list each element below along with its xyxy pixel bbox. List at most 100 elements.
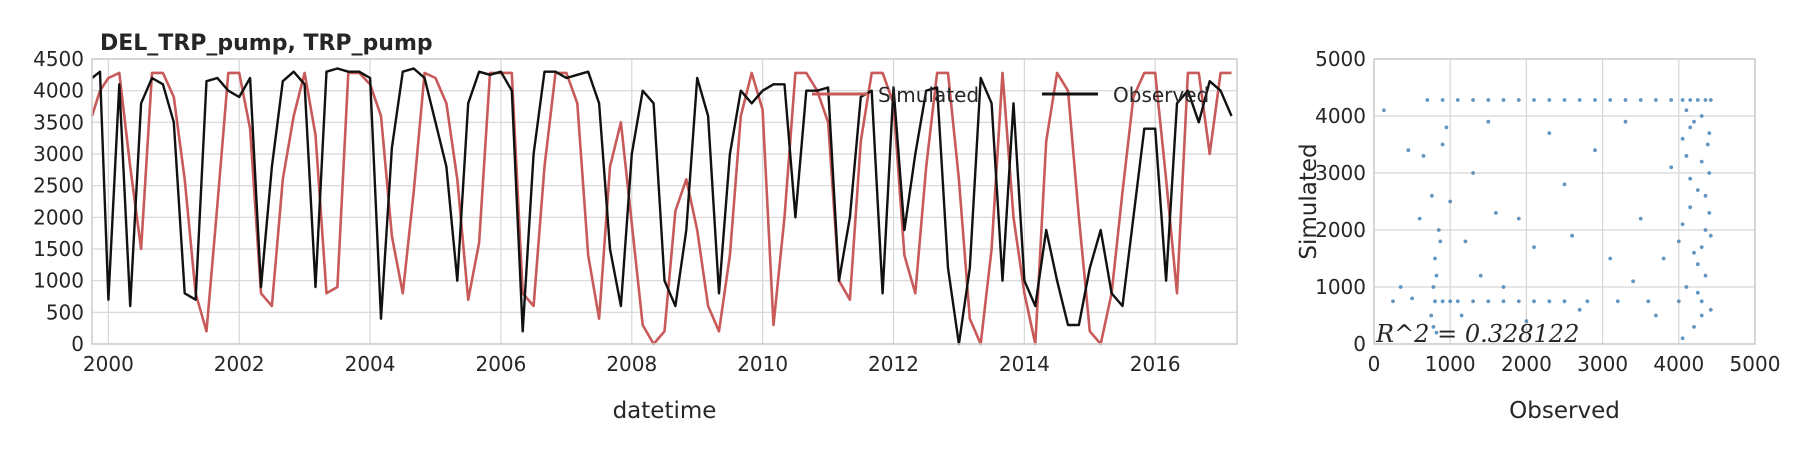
- scatter-point: [1676, 239, 1681, 244]
- scatter-point: [1486, 119, 1491, 124]
- scatter-point: [1434, 330, 1439, 335]
- scatter-point: [1688, 125, 1693, 130]
- scatter-points: [1382, 98, 1713, 341]
- scatter-point: [1593, 148, 1597, 153]
- scatter-point: [1455, 299, 1460, 304]
- scatter-point: [1703, 98, 1708, 102]
- scatter-point: [1406, 148, 1411, 153]
- timeseries-y-tick-label: 500: [46, 300, 84, 324]
- timeseries-y-tick-label: 4000: [33, 79, 84, 103]
- series-line-observed: [91, 67, 1233, 346]
- scatter-point: [1608, 256, 1613, 261]
- scatter-point: [1448, 199, 1453, 204]
- scatter-point: [1680, 136, 1685, 141]
- scatter-point: [1429, 313, 1434, 318]
- scatter-point: [1562, 98, 1567, 102]
- scatter-y-tick-label: 3000: [1315, 161, 1366, 185]
- timeseries-x-tick-label: 2004: [345, 352, 396, 376]
- scatter-point: [1708, 307, 1713, 312]
- timeseries-x-tick-label: 2000: [83, 352, 134, 376]
- timeseries-x-tick-label: 2006: [475, 352, 526, 376]
- scatter-point: [1391, 299, 1395, 304]
- timeseries-y-tick-label: 2500: [33, 174, 84, 198]
- scatter-y-tick-label: 4000: [1315, 104, 1366, 128]
- scatter-y-tick-label: 1000: [1315, 275, 1366, 299]
- scatter-y-tick-labels: 0 1000 2000 3000 4000 5000: [1315, 47, 1366, 356]
- scatter-point: [1448, 299, 1453, 304]
- scatter-point: [1425, 98, 1430, 102]
- scatter-point: [1680, 222, 1685, 227]
- scatter-point: [1676, 299, 1681, 304]
- scatter-point: [1398, 285, 1403, 289]
- scatter-frame: [1373, 58, 1756, 345]
- legend-simulated-label: Simulated: [878, 83, 979, 107]
- scatter-point: [1708, 233, 1713, 238]
- timeseries-x-axis-label: datetime: [613, 398, 717, 424]
- scatter-point: [1431, 285, 1436, 289]
- timeseries-y-tick-label: 2000: [33, 205, 84, 229]
- timeseries-y-tick-label: 3500: [33, 110, 84, 134]
- scatter-point: [1434, 273, 1439, 278]
- scatter-point: [1680, 98, 1685, 102]
- scatter-r2-annotation: R^2 = 0.328122: [1375, 320, 1579, 348]
- scatter-point: [1699, 114, 1704, 118]
- scatter-point: [1608, 98, 1613, 102]
- scatter-point: [1433, 299, 1437, 304]
- scatter-point: [1471, 98, 1475, 102]
- scatter-point: [1440, 98, 1445, 102]
- legend-observed-label: Observed: [1113, 83, 1209, 107]
- scatter-point: [1695, 98, 1700, 102]
- scatter-point: [1444, 125, 1449, 130]
- scatter-point: [1494, 211, 1498, 215]
- scatter-point: [1638, 216, 1643, 221]
- scatter-point: [1501, 285, 1506, 289]
- scatter-point: [1705, 142, 1710, 147]
- scatter-point: [1684, 108, 1689, 113]
- scatter-point: [1501, 98, 1506, 102]
- timeseries-x-tick-label: 2008: [606, 352, 657, 376]
- scatter-point: [1516, 299, 1521, 304]
- timeseries-lines: [90, 67, 1233, 346]
- scatter-point: [1440, 142, 1445, 147]
- scatter-point: [1532, 98, 1536, 102]
- scatter-point: [1562, 182, 1567, 187]
- scatter-point: [1707, 171, 1712, 175]
- scatter-point: [1436, 228, 1441, 232]
- scatter-x-tick-label: 0: [1368, 352, 1381, 376]
- scatter-point: [1703, 193, 1708, 198]
- timeseries-legend: Simulated Observed: [812, 83, 1209, 107]
- timeseries-x-tick-labels: 2000 2002 2004 2006 2008 2010 2012 2014 2016: [83, 352, 1181, 376]
- timeseries-title: DEL_TRP_pump, TRP_pump: [100, 31, 433, 56]
- scatter-point: [1577, 307, 1582, 312]
- scatter-y-tick-label: 0: [1353, 332, 1366, 356]
- scatter-point: [1680, 336, 1685, 341]
- scatter-point: [1615, 299, 1620, 304]
- timeseries-y-tick-labels: 0 500 1000 1500 2000 2500 3000 3500 4000 4500: [33, 47, 84, 356]
- scatter-point: [1431, 325, 1436, 329]
- scatter-point: [1547, 131, 1552, 136]
- scatter-point: [1570, 233, 1574, 238]
- timeseries-x-tick-label: 2016: [1130, 352, 1181, 376]
- scatter-point: [1524, 319, 1529, 324]
- scatter-point: [1654, 98, 1658, 102]
- scatter-point: [1623, 98, 1628, 102]
- scatter-point: [1382, 108, 1386, 113]
- series-line-simulated: [90, 71, 1232, 346]
- scatter-point: [1684, 154, 1689, 158]
- scatter-point: [1532, 245, 1536, 250]
- scatter-point: [1692, 325, 1696, 329]
- scatter-point: [1463, 239, 1468, 244]
- scatter-y-axis-label: Simulated: [1296, 143, 1322, 259]
- scatter-point: [1440, 299, 1445, 304]
- scatter-point: [1410, 296, 1414, 301]
- scatter-point: [1703, 228, 1708, 232]
- scatter-point: [1708, 98, 1713, 102]
- scatter-x-tick-label: 4000: [1653, 352, 1704, 376]
- timeseries-y-tick-label: 1000: [33, 269, 84, 293]
- scatter-point: [1459, 313, 1464, 318]
- timeseries-panel: DEL_TRP_pump, TRP_pump 05001000150020002…: [33, 31, 1238, 424]
- timeseries-y-tick-label: 1500: [33, 237, 84, 261]
- scatter-point: [1471, 299, 1475, 304]
- scatter-point: [1688, 176, 1693, 181]
